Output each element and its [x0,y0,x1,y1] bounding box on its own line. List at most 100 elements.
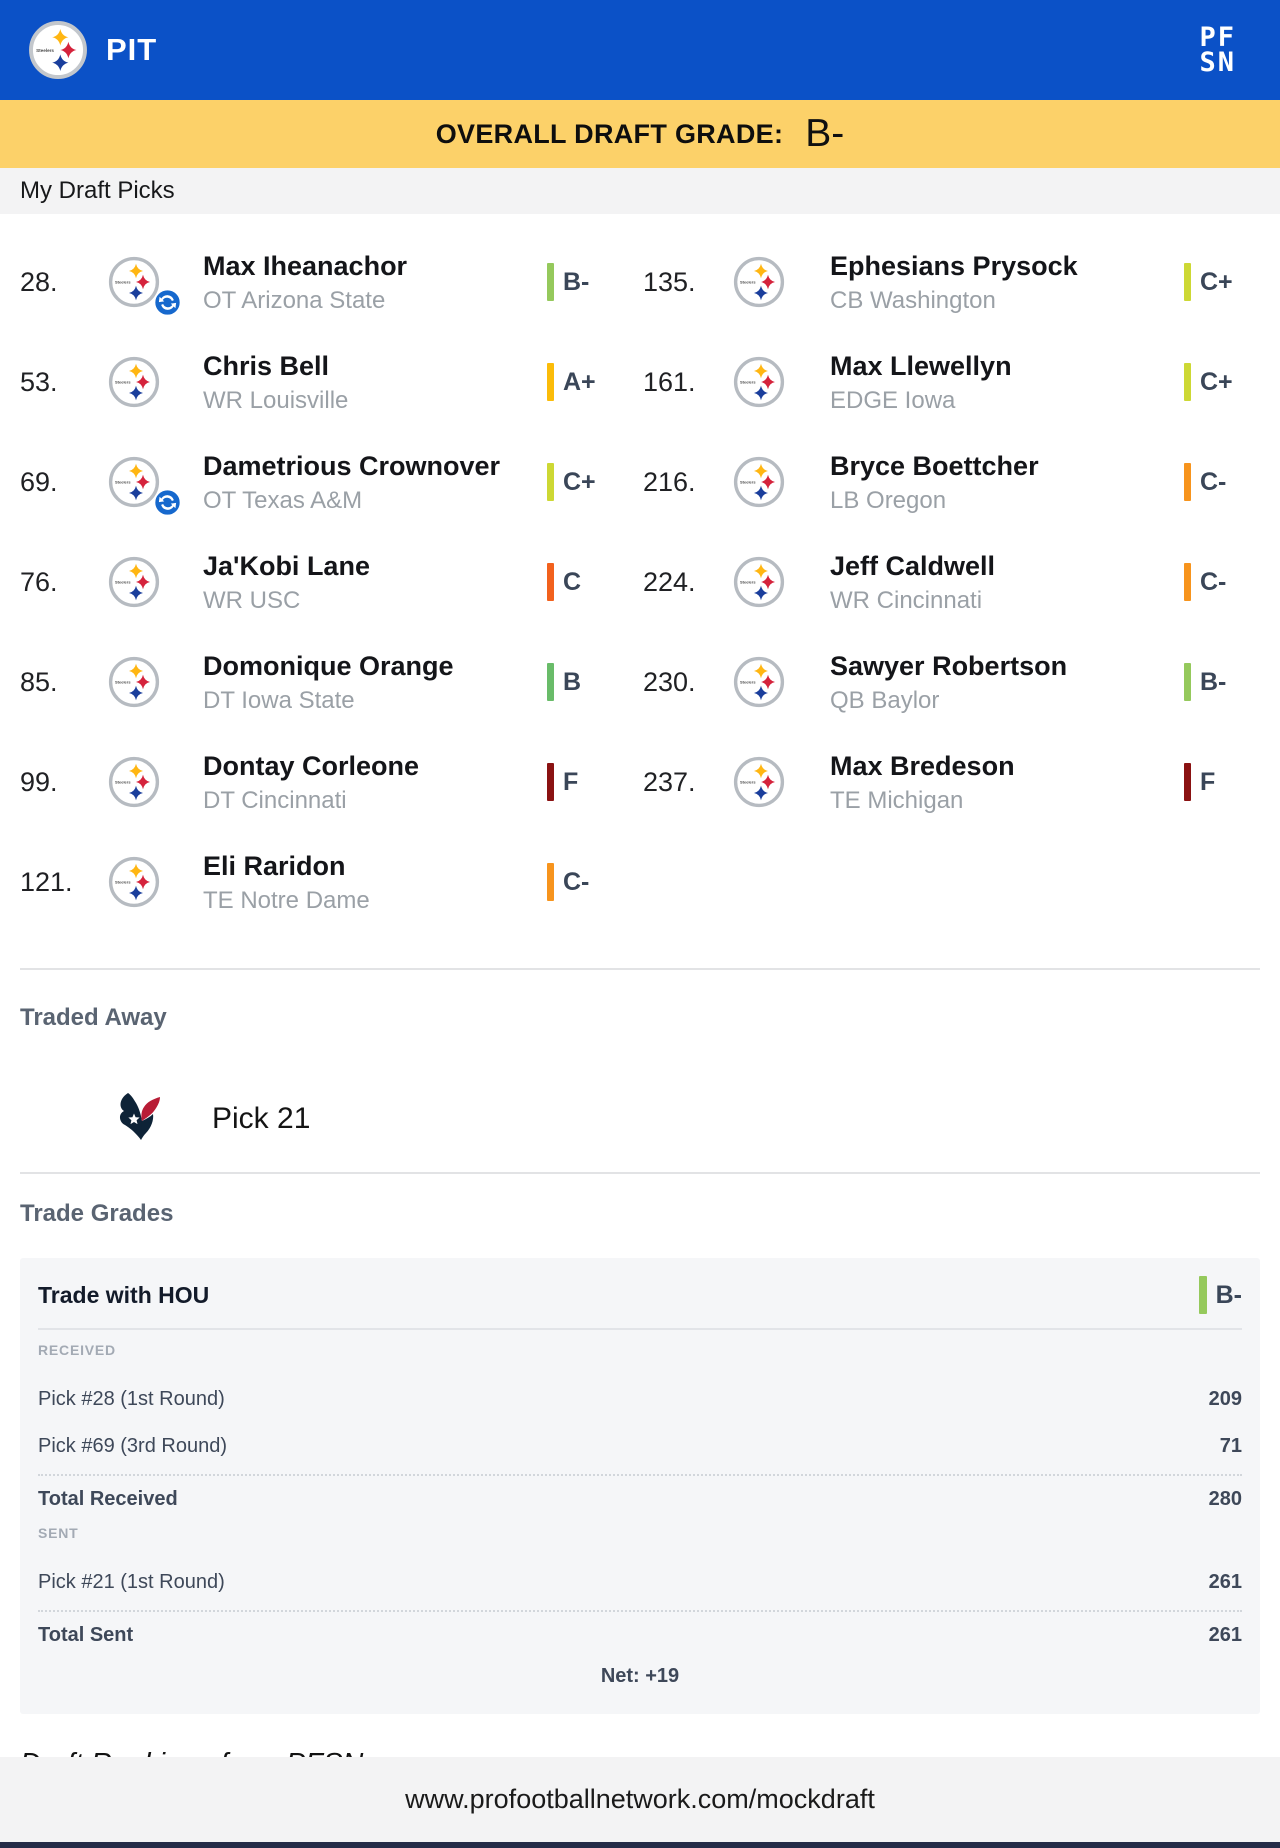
grade-color-bar [1184,463,1191,501]
pfsn-logo: PF SN [1199,22,1236,78]
grade-color-bar [547,463,554,501]
texans-logo-icon [119,1093,160,1140]
grade-letter: C+ [1200,267,1233,296]
draft-pick-row[interactable]: 216. Steelers Bryce Boettcher LB Oregon … [643,432,1280,532]
player-info: Max Iheanachor OT Arizona State [203,250,547,315]
team-logo: Steelers [108,256,182,317]
pick-number: 28. [20,266,58,297]
trade-value-row: Pick #69 (3rd Round) 71 [38,1435,1242,1458]
svg-text:Steelers: Steelers [115,680,131,685]
grade-color-bar [1198,1276,1207,1314]
grade-color-bar [547,563,554,601]
picks-column-left: 28. Steelers Max Iheanachor OT Arizona S… [0,232,643,932]
svg-text:Steelers: Steelers [115,380,131,385]
grade-letter: F [563,767,579,796]
draft-pick-row[interactable]: 28. Steelers Max Iheanachor OT Arizona S… [0,232,643,332]
svg-text:Steelers: Steelers [740,580,756,585]
draft-pick-row[interactable]: 99. Steelers Dontay Corleone DT Cincinna… [0,732,643,832]
draft-pick-row[interactable]: 135. Steelers Ephesians Prysock CB Washi… [643,232,1280,332]
player-position-school: QB Baylor [830,686,940,714]
steelers-logo-icon: Steelers [733,356,785,408]
trade-card-title: Trade with HOU [38,1281,210,1308]
player-name: Ja'Kobi Lane [203,550,370,581]
traded-away-heading: Traded Away [20,1004,167,1031]
steelers-logo-icon: Steelers [733,256,785,308]
player-info: Sawyer Robertson QB Baylor [830,650,1184,715]
pick-number: 224. [643,566,696,597]
grade-letter: B- [563,267,590,296]
trade-pick-label: Pick #21 (1st Round) [38,1571,225,1593]
player-info: Domonique Orange DT Iowa State [203,650,547,715]
steelers-logo-icon: Steelers [29,21,87,79]
total-received-value: 280 [1208,1488,1242,1510]
steelers-logo-icon: Steelers [733,456,785,508]
player-name: Max Bredeson [830,750,1015,781]
team-logo: Steelers [733,456,785,508]
player-position-school: DT Cincinnati [203,786,347,814]
trade-refresh-icon [153,288,182,317]
overall-grade-value: B- [805,112,845,155]
player-info: Jeff Caldwell WR Cincinnati [830,550,1184,615]
pick-number: 99. [20,766,58,797]
player-name: Chris Bell [203,350,330,381]
pick-number: 69. [20,466,58,497]
received-label: RECEIVED [38,1342,116,1358]
draft-pick-row[interactable]: 161. Steelers Max Llewellyn EDGE Iowa C+ [643,332,1280,432]
draft-pick-row[interactable]: 76. Steelers Ja'Kobi Lane WR USC C [0,532,643,632]
draft-pick-row[interactable]: 53. Steelers Chris Bell WR Louisville A+ [0,332,643,432]
grade-letter: F [1200,767,1216,796]
steelers-logo-icon: Steelers [733,556,785,608]
pick-grade: C- [1184,563,1280,601]
team-logo: Steelers [733,656,785,708]
picks-grid: 28. Steelers Max Iheanachor OT Arizona S… [0,214,1280,932]
player-info: Ephesians Prysock CB Washington [830,250,1184,315]
svg-text:Steelers: Steelers [115,780,131,785]
pick-grade: B- [1184,663,1280,701]
player-position-school: LB Oregon [830,486,947,514]
team-logo: Steelers [108,456,182,517]
draft-pick-row[interactable]: 224. Steelers Jeff Caldwell WR Cincinnat… [643,532,1280,632]
pick-grade: C+ [1184,263,1280,301]
grade-letter: C- [1200,467,1227,496]
dotted-divider [38,1610,1242,1612]
grade-letter: B [563,667,582,696]
pick-number: 85. [20,666,58,697]
team-logo: Steelers [733,556,785,608]
footer-url: www.profootballnetwork.com/mockdraft [405,1784,875,1814]
trade-pick-value: 71 [1219,1435,1242,1457]
draft-pick-row[interactable]: 69. Steelers Dametrious Crownover OT Tex… [0,432,643,532]
grade-color-bar [1184,763,1191,801]
traded-away-row: Pick 21 [112,1088,1280,1150]
total-sent-label: Total Sent [38,1624,134,1646]
grade-color-bar [547,863,554,901]
steelers-logo-icon: Steelers [108,456,160,508]
player-position-school: TE Michigan [830,786,964,814]
grade-color-bar [1184,263,1191,301]
player-name: Max Iheanachor [203,250,408,281]
section-divider [20,968,1260,970]
player-info: Ja'Kobi Lane WR USC [203,550,547,615]
team-logo: Steelers [733,256,785,308]
player-position-school: CB Washington [830,286,996,314]
player-position-school: OT Arizona State [203,286,386,314]
steelers-logo-icon: Steelers [733,656,785,708]
draft-pick-row[interactable]: 121. Steelers Eli Raridon TE Notre Dame … [0,832,643,932]
player-info: Dametrious Crownover OT Texas A&M [203,450,547,515]
team-logo: Steelers [108,356,160,408]
player-info: Bryce Boettcher LB Oregon [830,450,1184,515]
grade-color-bar [547,663,554,701]
site-footer: www.profootballnetwork.com/mockdraft [0,1757,1280,1842]
svg-text:Steelers: Steelers [115,480,131,485]
pick-grade: C [547,563,643,601]
draft-pick-row[interactable]: 85. Steelers Domonique Orange DT Iowa St… [0,632,643,732]
pick-grade: B- [547,263,643,301]
team-abbreviation: PIT [106,32,158,67]
draft-pick-row[interactable]: 237. Steelers Max Bredeson TE Michigan F [643,732,1280,832]
draft-pick-row[interactable]: 230. Steelers Sawyer Robertson QB Baylor… [643,632,1280,732]
svg-text:Steelers: Steelers [115,580,131,585]
total-sent-row: Total Sent 261 [38,1624,1242,1647]
steelers-logo-icon: Steelers [108,656,160,708]
steelers-logo-icon: Steelers [108,356,160,408]
app-header: Steelers PIT PF SN [0,0,1280,100]
grade-color-bar [1184,363,1191,401]
